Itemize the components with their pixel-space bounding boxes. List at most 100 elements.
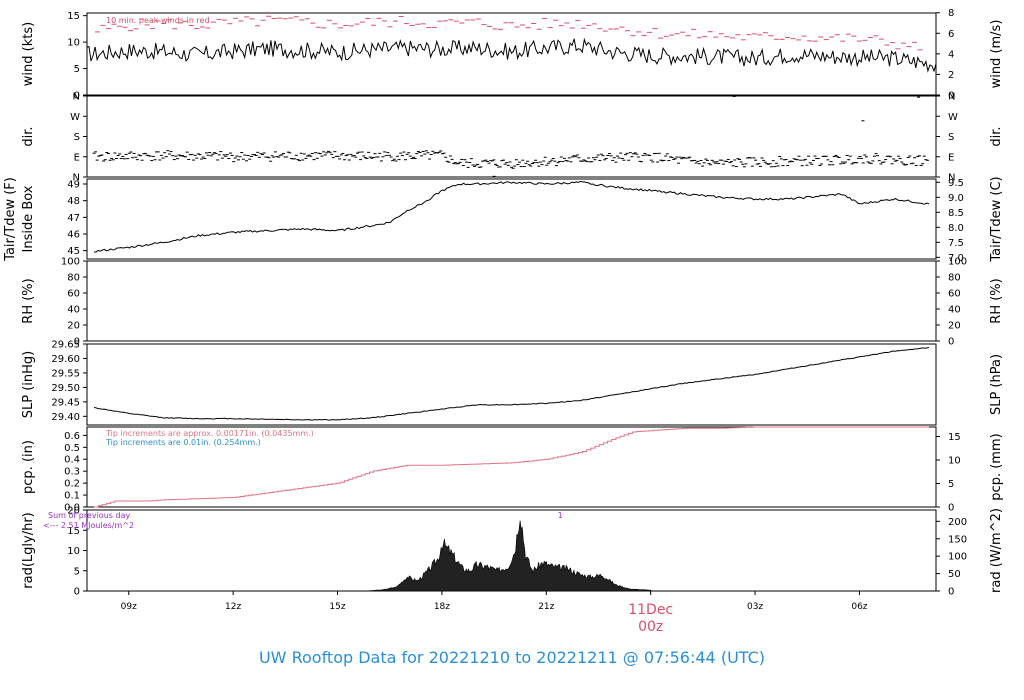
y-tick-label-tair: 46 xyxy=(67,230,80,241)
y-tick-label-wind: 0 xyxy=(74,91,80,102)
y-tick-right-label-tair: 9.5 xyxy=(948,178,964,189)
y-axis-label2-tair: Tair/Tdew (F) xyxy=(3,177,18,262)
y-tick-label-dir: E xyxy=(74,152,80,163)
y-tick-right-label-pcp: 0 xyxy=(948,503,954,514)
y-axis-label-wind: wind (kts) xyxy=(21,22,36,86)
y-tick-right-label-wind: 8 xyxy=(948,8,954,19)
y-tick-right-label-tair: 7.0 xyxy=(948,253,964,264)
y-tick-right-label-rad: 100 xyxy=(948,552,967,563)
y-tick-right-label-wind: 4 xyxy=(948,49,954,60)
y-tick-right-label-wind: 6 xyxy=(948,29,954,40)
peak-winds-note: 10 min. peak winds in red xyxy=(106,16,210,25)
y-axis-label-tair: Inside Box xyxy=(21,185,36,252)
x-tick-label: 09z xyxy=(121,602,137,612)
y-tick-label-tair: 45 xyxy=(67,246,80,257)
y-tick-label-pcp: 0.2 xyxy=(64,479,80,490)
radiation-sum-value: <--- 2.51 MJoules/m^2 xyxy=(43,521,134,530)
panel-frame-pcp xyxy=(86,426,937,508)
y-tick-right-label-wind: 0 xyxy=(948,91,954,102)
y-tick-label-wind: 10 xyxy=(67,38,80,49)
panel-frame-tair xyxy=(86,178,937,260)
y-tick-label-dir: N xyxy=(73,92,80,103)
y-tick-label-slp: 29.40 xyxy=(51,412,80,423)
y-tick-label-wind: 5 xyxy=(74,64,80,75)
y-tick-label-rad: 5 xyxy=(74,566,80,577)
y-tick-right-label-rh: 80 xyxy=(948,273,961,284)
x-tick-label: 21z xyxy=(538,602,554,612)
y-tick-right-label-rh: 20 xyxy=(948,321,961,332)
date-label: 11Dec xyxy=(628,602,673,618)
y-axis-right-label-slp: SLP (hPa) xyxy=(989,354,1004,415)
panel-frame-rh xyxy=(86,260,937,342)
y-tick-label-rh: 40 xyxy=(67,305,80,316)
y-tick-label-dir: W xyxy=(70,112,80,123)
y-axis-right-label-rh: RH (%) xyxy=(989,278,1004,323)
y-tick-label-pcp: 0.6 xyxy=(64,431,80,442)
y-tick-label-slp: 29.60 xyxy=(51,354,80,365)
pcp-line xyxy=(94,426,929,508)
y-axis-right-label-wind: wind (m/s) xyxy=(989,20,1004,89)
y-tick-right-label-rh: 60 xyxy=(948,289,961,300)
y-tick-right-label-pcp: 10 xyxy=(948,455,961,466)
y-tick-label-dir: S xyxy=(74,132,80,143)
y-tick-right-label-pcp: 5 xyxy=(948,479,954,490)
y-tick-label-tair: 49 xyxy=(67,180,80,191)
y-axis-label-rh: RH (%) xyxy=(21,278,36,323)
y-tick-label-rh: 100 xyxy=(61,257,80,268)
y-tick-label-pcp: 0.1 xyxy=(64,491,80,502)
y-axis-right-label-dir: dir. xyxy=(989,126,1004,146)
y-tick-label-pcp: 0.5 xyxy=(64,443,80,454)
panel-frame-slp xyxy=(86,343,937,426)
y-tick-right-label-dir: E xyxy=(948,152,954,163)
y-tick-label-wind: 15 xyxy=(67,11,80,22)
y-tick-label-rad: 0 xyxy=(74,587,80,598)
y-tick-right-label-tair: 9.0 xyxy=(948,193,964,204)
x-tick-label: 18z xyxy=(434,602,450,612)
y-tick-right-label-tair: 8.5 xyxy=(948,208,964,219)
slp-line xyxy=(93,347,930,421)
wind-speed-line xyxy=(86,37,937,73)
radiation-sum-note: Sum of previous day xyxy=(48,511,130,520)
y-tick-label-tair: 48 xyxy=(67,196,80,207)
y-tick-label-rad: 15 xyxy=(67,526,80,537)
y-tick-label-slp: 29.45 xyxy=(51,397,80,408)
y-axis-label-dir: dir. xyxy=(21,126,36,146)
x-tick-label: 03z xyxy=(747,602,763,612)
y-tick-label-slp: 29.55 xyxy=(51,368,80,379)
radiation-mark: 1 xyxy=(558,511,563,520)
x-tick-label: 12z xyxy=(225,602,241,612)
y-tick-right-label-rh: 100 xyxy=(948,257,967,268)
y-tick-right-label-pcp: 15 xyxy=(948,432,961,443)
y-tick-label-pcp: 0.3 xyxy=(64,467,80,478)
y-axis-right-label-rad: rad (W/m^2) xyxy=(989,508,1004,593)
y-tick-right-label-rad: 150 xyxy=(948,534,967,545)
y-tick-label-rad: 20 xyxy=(67,506,80,517)
y-tick-right-label-rh: 0 xyxy=(948,337,954,348)
y-tick-right-label-rad: 200 xyxy=(948,517,967,528)
y-axis-right-label-tair: Tair/Tdew (C) xyxy=(989,176,1004,262)
y-tick-right-label-dir: S xyxy=(948,132,954,143)
date-sublabel: 00z xyxy=(638,619,663,635)
radiation-area xyxy=(365,520,651,592)
x-tick-label: 15z xyxy=(329,602,345,612)
y-tick-right-label-rad: 50 xyxy=(948,569,961,580)
y-tick-right-label-dir: N xyxy=(948,173,955,184)
y-tick-right-label-rh: 40 xyxy=(948,305,961,316)
y-tick-right-label-tair: 7.5 xyxy=(948,238,964,249)
y-tick-label-pcp: 0.0 xyxy=(64,503,80,514)
y-tick-label-rh: 20 xyxy=(67,321,80,332)
y-tick-right-label-rad: 0 xyxy=(948,587,954,598)
tip-increment-note-2: Tip increments are 0.01in. (0.254mm.) xyxy=(105,438,261,447)
y-tick-label-dir: N xyxy=(73,173,80,184)
y-tick-label-slp: 29.50 xyxy=(51,383,80,394)
tair-line xyxy=(93,180,930,253)
y-tick-label-rh: 0 xyxy=(74,337,80,348)
y-tick-label-rh: 60 xyxy=(67,289,80,300)
y-tick-label-rh: 80 xyxy=(67,273,80,284)
y-tick-label-slp: 29.65 xyxy=(51,340,80,351)
panel-frame-dir xyxy=(86,95,937,178)
y-tick-right-label-wind: 2 xyxy=(948,70,954,81)
y-axis-label-slp: SLP (inHg) xyxy=(21,351,36,419)
